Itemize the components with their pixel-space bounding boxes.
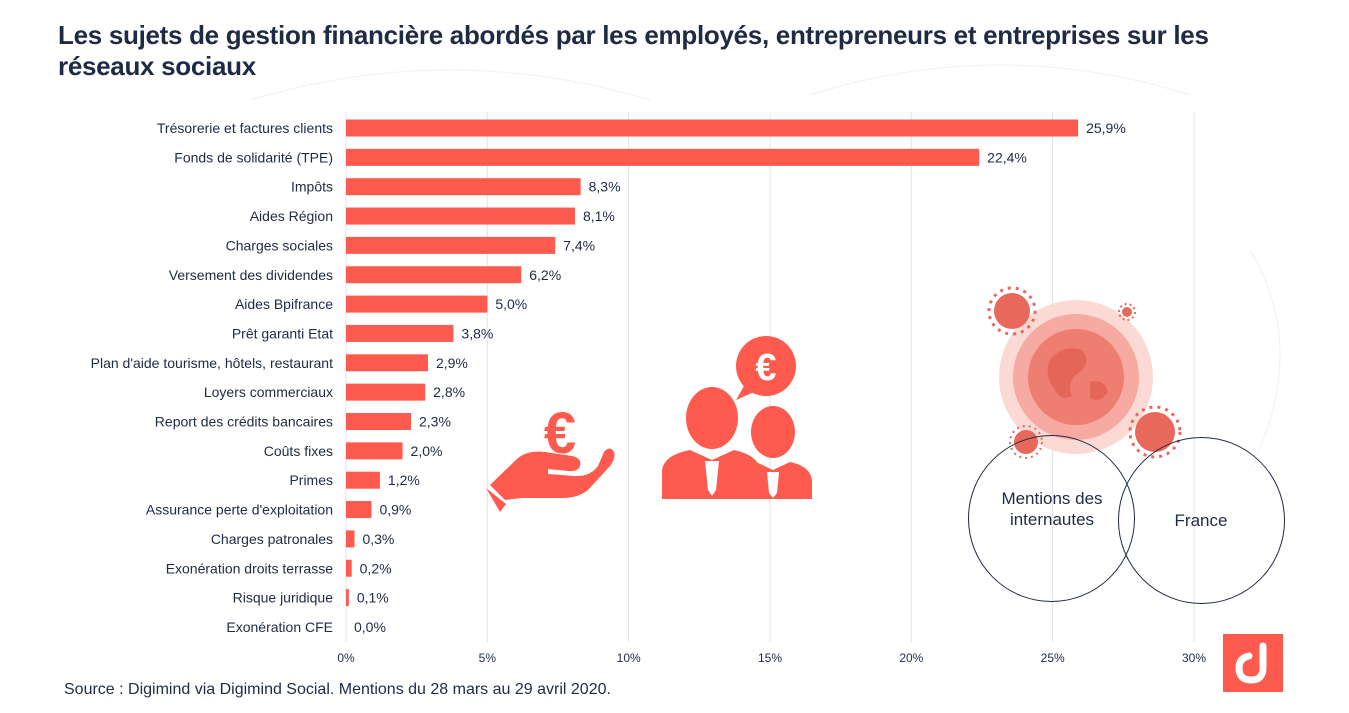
x-tick-label: 25% xyxy=(1041,651,1065,665)
source-note: Source : Digimind via Digimind Social. M… xyxy=(64,681,611,698)
bar xyxy=(346,471,380,489)
value-label: 2,9% xyxy=(436,355,468,371)
category-label: Report des crédits bancaires xyxy=(155,414,333,430)
decor-arc xyxy=(1249,249,1281,471)
hand-euro-icon: € xyxy=(486,401,615,512)
digimind-logo-icon xyxy=(1223,634,1283,692)
bar xyxy=(346,589,349,607)
x-tick-label: 20% xyxy=(899,651,923,665)
bar xyxy=(346,383,426,401)
category-label: Impôts xyxy=(291,179,333,195)
bar xyxy=(346,559,352,577)
value-label: 5,0% xyxy=(495,296,527,312)
bar xyxy=(346,324,454,342)
chart-title: Les sujets de gestion financière abordés… xyxy=(58,20,1209,81)
bar xyxy=(346,119,1079,137)
value-label: 6,2% xyxy=(529,267,561,283)
value-label: 8,3% xyxy=(589,179,621,195)
bar xyxy=(346,354,428,372)
value-label: 1,2% xyxy=(388,472,420,488)
value-label: 0,0% xyxy=(354,619,386,635)
value-label: 0,2% xyxy=(360,560,392,576)
x-tick-label: 30% xyxy=(1182,651,1206,665)
bar xyxy=(346,148,980,166)
value-label: 0,3% xyxy=(362,531,394,547)
value-label: 0,1% xyxy=(357,590,389,606)
category-label: Prêt garanti Etat xyxy=(232,325,333,341)
bar xyxy=(346,442,403,460)
category-label: Primes xyxy=(289,472,333,488)
bar xyxy=(346,530,355,548)
category-label: Trésorerie et factures clients xyxy=(157,120,333,136)
value-label: 0,9% xyxy=(379,502,411,518)
category-label: Risque juridique xyxy=(233,590,334,606)
category-label: Loyers commerciaux xyxy=(204,384,333,400)
coronavirus-globe-icon xyxy=(987,286,1182,459)
value-label: 7,4% xyxy=(563,237,595,253)
x-tick-label: 10% xyxy=(617,651,641,665)
category-label: Exonération droits terrasse xyxy=(166,560,334,576)
category-label: Plan d'aide tourisme, hôtels, restaurant xyxy=(91,355,333,371)
bar xyxy=(346,178,581,196)
x-tick-label: 0% xyxy=(337,651,355,665)
venn-label-mentions: Mentions des internautes xyxy=(1001,489,1103,529)
category-label: Assurance perte d'exploitation xyxy=(146,502,333,518)
x-tick-label: 5% xyxy=(479,651,497,665)
value-label: 25,9% xyxy=(1086,120,1126,136)
category-label: Aides Bpifrance xyxy=(235,296,333,312)
category-label: Fonds de solidarité (TPE) xyxy=(174,149,333,165)
decor-arc xyxy=(249,69,651,101)
category-label: Charges patronales xyxy=(211,531,333,547)
venn-circle-france xyxy=(1118,437,1285,604)
bar xyxy=(346,295,488,313)
value-label: 8,1% xyxy=(583,208,615,224)
svg-text:€: € xyxy=(755,347,776,389)
value-label: 2,8% xyxy=(433,384,465,400)
bar xyxy=(346,207,575,225)
bar xyxy=(346,236,556,254)
bar xyxy=(346,266,522,284)
category-label: Coûts fixes xyxy=(264,443,333,459)
category-label: Exonération CFE xyxy=(226,619,333,635)
bar xyxy=(346,501,372,519)
venn-label-france: France xyxy=(1174,511,1228,530)
category-label: Charges sociales xyxy=(226,237,333,253)
bar xyxy=(346,413,412,430)
value-label: 2,0% xyxy=(411,443,443,459)
value-label: 22,4% xyxy=(987,149,1027,165)
value-label: 3,8% xyxy=(461,325,493,341)
category-label: Aides Région xyxy=(250,208,333,224)
decor-arc xyxy=(809,64,1191,96)
business-people-euro-icon: € xyxy=(662,336,812,499)
value-label: 2,3% xyxy=(419,414,451,430)
category-label: Versement des dividendes xyxy=(169,267,333,283)
x-tick-label: 15% xyxy=(758,651,782,665)
